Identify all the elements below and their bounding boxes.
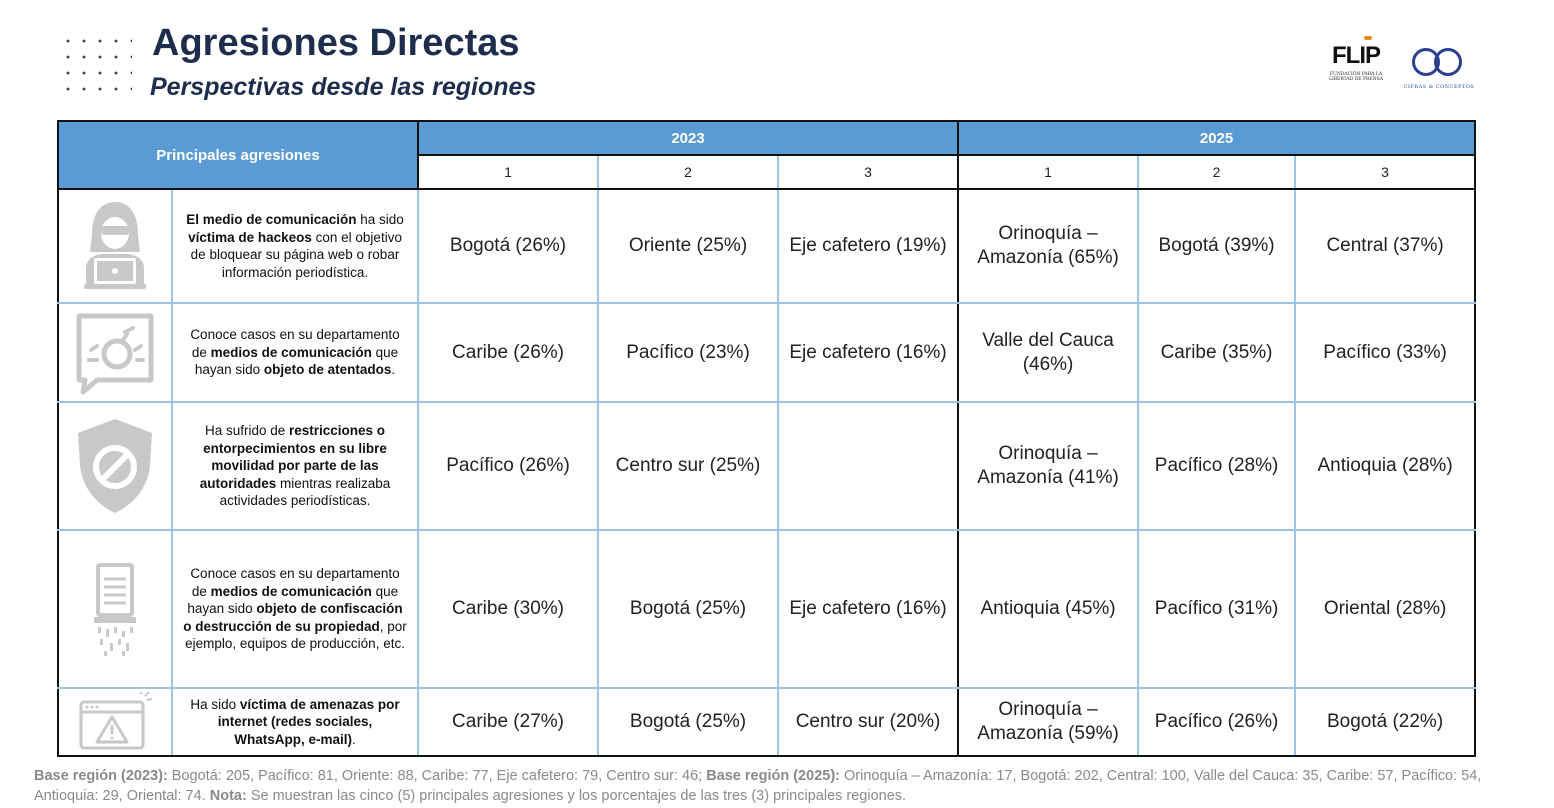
footnote-segment: Nota: [209, 788, 247, 804]
region-value-cell: Pacífico (31%) [1137, 529, 1297, 689]
description-segment: objeto de confiscación o destrucción de … [183, 601, 403, 634]
description-segment: medios de comunicación [210, 583, 372, 599]
description-segment: medios de comunicación [210, 344, 372, 360]
year-header-2023: 2023 [417, 120, 960, 156]
description-segment: víctima de hackeos [188, 229, 312, 245]
flip-logo-caption: FUNDACIÓN PARA LA LIBERTAD DE PRENSA [1328, 72, 1383, 82]
page-title: Agresiones Directas [152, 22, 520, 64]
flip-logo: FLIP FUNDACIÓN PARA LA LIBERTAD DE PRENS… [1328, 36, 1384, 82]
region-value-cell: Central (37%) [1294, 188, 1477, 304]
region-value-cell: Bogotá (26%) [417, 188, 600, 304]
region-value-cell: Antioquia (45%) [957, 529, 1140, 689]
region-value-cell: Pacífico (33%) [1294, 302, 1477, 403]
aggression-description: Conoce casos en su departamento de medio… [170, 529, 420, 689]
table-row: Conoce casos en su departamento de medio… [57, 302, 1477, 403]
description-segment: El medio de comunicación [186, 212, 357, 227]
description-segment: . [391, 362, 396, 378]
description-segment: Ha sido [190, 696, 240, 712]
browser-warning-icon [57, 687, 173, 757]
corner-header: Principales agresiones [56, 120, 420, 190]
region-value-cell: Caribe (35%) [1137, 302, 1297, 403]
description-segment: que hayan sido [187, 583, 399, 617]
shredder-document-icon [57, 529, 173, 689]
region-value-cell [777, 401, 960, 531]
rank-header: 1 [417, 154, 600, 190]
bomb-speech-icon [57, 302, 173, 403]
description-segment: . [352, 731, 356, 747]
description-segment: que hayan sido [194, 344, 399, 378]
region-value-cell: Caribe (26%) [417, 302, 600, 403]
table-row: El medio de comunicación ha sido víctima… [57, 188, 1477, 304]
rank-header: 3 [777, 154, 960, 190]
aggression-description: El medio de comunicación ha sido víctima… [170, 188, 420, 304]
description-segment: objeto de atentados [263, 362, 392, 378]
region-value-cell: Oriental (28%) [1294, 529, 1477, 689]
region-value-cell: Orinoquía – Amazonía (41%) [957, 401, 1140, 531]
flip-logo-text: FLIP [1332, 42, 1381, 69]
year-header-2025: 2025 [957, 120, 1477, 156]
region-value-cell: Caribe (30%) [417, 529, 600, 689]
aggressions-table: Principales agresiones 2023 2025 1 2 3 1… [56, 120, 1477, 757]
region-value-cell: Orinoquía – Amazonía (59%) [957, 687, 1140, 757]
cifras-conceptos-logo: CIFRAS & CONCEPTOS [1400, 46, 1478, 90]
region-value-cell: Pacífico (26%) [1137, 687, 1297, 757]
region-value-cell: Valle del Cauca (46%) [957, 302, 1140, 403]
description-segment: restricciones o entorpecimientos en su l… [199, 423, 387, 491]
footnote-segment: Base región (2023): [34, 768, 168, 784]
description-segment: mientras realizaba actividades periodíst… [219, 475, 391, 509]
description-segment: Conoce casos en su departamento de [190, 327, 400, 360]
rank-header: 1 [957, 154, 1140, 190]
region-value-cell: Oriente (25%) [597, 188, 780, 304]
table-row: Ha sufrido de restricciones o entorpecim… [57, 401, 1477, 531]
region-value-cell: Eje cafetero (16%) [777, 529, 960, 689]
rank-header: 2 [1137, 154, 1297, 190]
footnote-segment: Base región (2025): [706, 768, 840, 784]
footnote-segment: Se muestran las cinco (5) principales ag… [246, 788, 907, 804]
aggression-description: Ha sido víctima de amenazas por internet… [170, 687, 420, 757]
description-segment: , por ejemplo, equipos de producción, et… [185, 618, 407, 652]
region-value-cell: Eje cafetero (19%) [777, 188, 960, 304]
region-value-cell: Bogotá (22%) [1294, 687, 1477, 757]
table-row: Conoce casos en su departamento de medio… [57, 529, 1477, 689]
aggression-description: Conoce casos en su departamento de medio… [170, 302, 420, 403]
region-value-cell: Antioquia (28%) [1294, 401, 1477, 531]
region-value-cell: Pacífico (28%) [1137, 401, 1297, 531]
description-segment: ha sido [356, 212, 404, 227]
hacker-laptop-icon [57, 188, 173, 304]
table-row: Ha sido víctima de amenazas por internet… [57, 687, 1477, 757]
description-segment: víctima de amenazas por internet (redes … [217, 696, 400, 747]
footnote-segment: Bogotá: 205, Pacífico: 81, Oriente: 88, … [167, 768, 707, 784]
region-value-cell: Eje cafetero (16%) [777, 302, 960, 403]
rank-header: 3 [1294, 154, 1477, 190]
region-value-cell: Orinoquía – Amazonía (65%) [957, 188, 1140, 304]
region-value-cell: Centro sur (20%) [777, 687, 960, 757]
description-segment: Ha sufrido de [204, 423, 289, 439]
description-segment: con el objetivo de bloquear su página we… [190, 229, 402, 280]
region-value-cell: Bogotá (25%) [597, 687, 780, 757]
region-value-cell: Pacífico (23%) [597, 302, 780, 403]
region-value-cell: Bogotá (39%) [1137, 188, 1297, 304]
footnote: Base región (2023): Bogotá: 205, Pacífic… [34, 766, 1524, 806]
aggression-description: Ha sufrido de restricciones o entorpecim… [170, 401, 420, 531]
shield-prohibited-icon [57, 401, 173, 531]
description-segment: Conoce casos en su departamento de [190, 566, 400, 599]
region-value-cell: Caribe (27%) [417, 687, 600, 757]
rank-header: 2 [597, 154, 780, 190]
region-value-cell: Centro sur (25%) [597, 401, 780, 531]
footnote-segment: Orinoquía – Amazonía: 17, Bogotá: 202, C… [34, 768, 1482, 804]
page-subtitle: Perspectivas desde las regiones [150, 73, 537, 101]
region-value-cell: Pacífico (26%) [417, 401, 600, 531]
decorative-dot-grid [60, 33, 132, 99]
cc-logo-caption: CIFRAS & CONCEPTOS [1403, 84, 1475, 90]
region-value-cell: Bogotá (25%) [597, 529, 780, 689]
